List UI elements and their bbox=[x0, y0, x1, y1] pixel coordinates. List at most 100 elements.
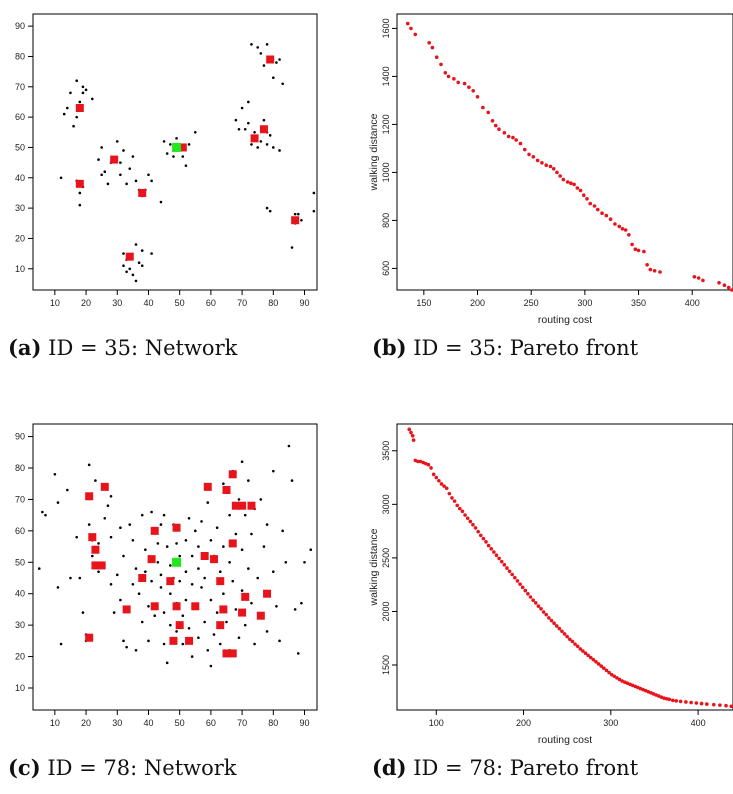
pareto-front-point bbox=[505, 566, 509, 570]
plot-frame bbox=[396, 13, 733, 291]
network-node-point bbox=[215, 611, 219, 614]
pareto-front-point bbox=[535, 158, 540, 163]
network-node-point bbox=[265, 43, 269, 46]
network-node-point bbox=[131, 538, 135, 542]
y-tick-label: 1500 bbox=[381, 655, 391, 675]
network-node-point bbox=[190, 582, 194, 586]
caption-a-letter: (a) bbox=[8, 335, 42, 360]
bus-stop-marker bbox=[175, 621, 184, 630]
bus-stop-marker bbox=[138, 574, 147, 582]
x-tick-label: 300 bbox=[577, 298, 592, 308]
network-node-point bbox=[272, 76, 275, 79]
pareto-front-point bbox=[604, 668, 609, 673]
chart-b-svg: 150 200 250 300 350 400 600 800 1000 1200 1400 1600… bbox=[368, 13, 733, 326]
bus-stop-marker bbox=[166, 577, 175, 586]
bus-stop-marker bbox=[75, 104, 84, 113]
x-tick-label: 20 bbox=[81, 718, 91, 728]
network-node-point bbox=[75, 535, 78, 539]
network-node-point bbox=[209, 598, 213, 602]
x-tick-label: 20 bbox=[81, 298, 91, 308]
pareto-front-point bbox=[413, 32, 418, 37]
network-node-point bbox=[69, 576, 72, 580]
network-node-point bbox=[209, 664, 213, 668]
network-node-point bbox=[272, 146, 275, 149]
bus-stop-marker bbox=[241, 592, 250, 601]
pareto-front-point bbox=[515, 579, 520, 583]
bus-stop-marker bbox=[88, 533, 97, 542]
pareto-front-point bbox=[585, 197, 589, 201]
pareto-front-point bbox=[573, 642, 577, 646]
network-node-point bbox=[250, 143, 253, 146]
y-tick-label: 70 bbox=[15, 82, 25, 92]
pareto-front-point bbox=[699, 701, 704, 706]
network-node-point bbox=[72, 124, 75, 128]
pareto-front-point bbox=[528, 595, 533, 599]
network-node-point bbox=[156, 542, 160, 545]
network-node-point bbox=[262, 545, 266, 548]
pareto-front-point bbox=[609, 672, 614, 677]
bus-stop-marker bbox=[150, 526, 159, 535]
bus-stop-marker bbox=[75, 179, 84, 188]
x-tick-label: 50 bbox=[175, 298, 185, 308]
network-node-point bbox=[272, 570, 275, 574]
network-node-point bbox=[184, 570, 188, 574]
network-node-point bbox=[200, 520, 203, 523]
pareto-front-point bbox=[427, 41, 432, 45]
network-node-point bbox=[169, 623, 172, 627]
chart-c-network: 10 20 30 40 50 60 70 80 90 10 20 30 40 50 60 70 80 90 bbox=[0, 410, 330, 745]
network-node-point bbox=[162, 611, 166, 614]
pareto-front-point bbox=[462, 81, 467, 86]
network-node-point bbox=[140, 249, 144, 252]
pareto-front-point bbox=[705, 702, 709, 706]
pareto-front-point bbox=[518, 141, 523, 146]
network-node-point bbox=[56, 586, 60, 589]
x-tick-label: 150 bbox=[416, 298, 431, 308]
x-tick-label: 300 bbox=[603, 718, 618, 728]
network-node-point bbox=[203, 620, 206, 624]
network-node-point bbox=[66, 488, 69, 492]
pareto-front-point bbox=[429, 466, 433, 470]
network-node-point bbox=[300, 218, 303, 222]
pareto-front-point bbox=[434, 55, 439, 59]
chart-d-pareto-front: 100 200 300 400 1500 2000 2500 3000 3500 routing … bbox=[365, 410, 733, 755]
network-node-point bbox=[112, 611, 116, 614]
x-tick-label: 30 bbox=[112, 718, 122, 728]
pareto-front-point bbox=[460, 509, 465, 514]
network-node-point bbox=[197, 545, 200, 548]
pareto-front-point bbox=[627, 233, 631, 237]
y-axis-label: walking distance bbox=[368, 113, 380, 191]
pareto-front-point bbox=[497, 127, 501, 131]
bus-stop-marker bbox=[231, 501, 240, 510]
y-tick-label: 3000 bbox=[381, 494, 391, 514]
network-node-point bbox=[284, 560, 288, 564]
pareto-front-point bbox=[494, 553, 499, 558]
pareto-front-point bbox=[540, 161, 544, 165]
bus-stop-marker bbox=[178, 143, 187, 152]
network-node-point bbox=[268, 134, 272, 137]
pareto-front-point bbox=[595, 207, 600, 212]
pareto-front-point bbox=[544, 612, 549, 617]
pareto-front-point bbox=[468, 519, 473, 524]
pareto-front-point bbox=[471, 522, 475, 527]
network-node-point bbox=[281, 82, 284, 86]
pareto-front-point bbox=[536, 604, 541, 608]
caption-c-letter: (c) bbox=[8, 755, 41, 780]
pareto-front-point bbox=[544, 163, 549, 167]
pareto-front-point bbox=[475, 95, 480, 99]
pareto-front-point bbox=[612, 674, 617, 679]
network-node-point bbox=[78, 100, 82, 104]
pareto-front-point bbox=[712, 702, 716, 707]
network-node-point bbox=[140, 513, 144, 517]
y-tick-label: 1600 bbox=[381, 18, 391, 38]
network-node-point bbox=[222, 545, 225, 548]
network-node-point bbox=[312, 209, 316, 213]
network-node-point bbox=[247, 479, 250, 482]
pareto-front-point bbox=[527, 152, 531, 157]
pareto-front-point bbox=[684, 700, 688, 704]
network-node-point bbox=[69, 91, 72, 95]
y-tick-label: 2500 bbox=[381, 548, 391, 568]
pareto-front-point bbox=[513, 575, 517, 580]
network-node-point bbox=[78, 191, 82, 195]
network-node-point bbox=[97, 570, 100, 574]
network-node-point bbox=[265, 143, 269, 146]
